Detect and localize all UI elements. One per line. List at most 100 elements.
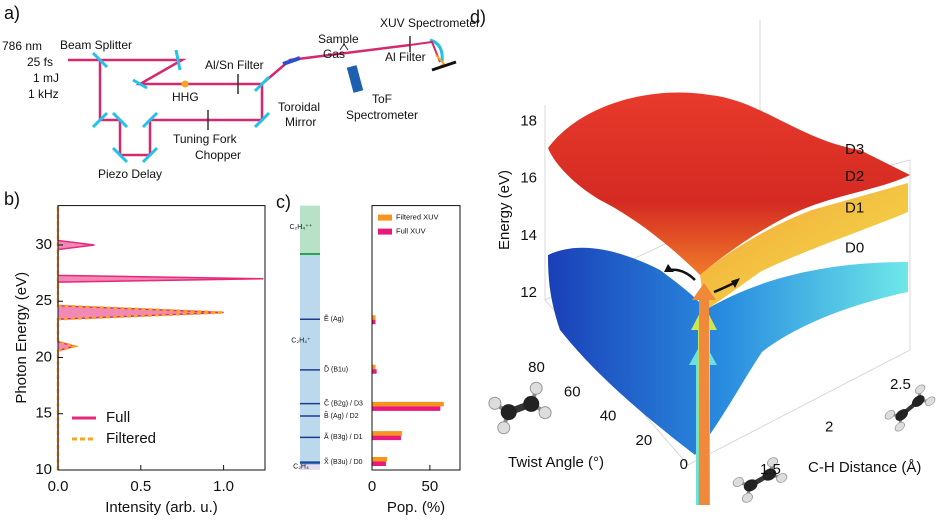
legend-label: Full XUV <box>396 227 426 236</box>
z-tick-label: 14 <box>520 227 537 244</box>
state-label: B̃ (Ag) / D2 <box>324 412 359 420</box>
setup-diagram <box>68 36 457 164</box>
state-label: D2 <box>845 168 864 185</box>
state-label: C̃ (B2g) / D3 <box>324 399 363 407</box>
decoration <box>282 56 301 66</box>
legend-label: Filtered XUV <box>396 213 439 222</box>
setup-label: Beam Splitter <box>60 38 132 52</box>
y-tick-label: 30 <box>35 236 52 253</box>
decoration <box>700 183 908 310</box>
decoration <box>548 247 908 455</box>
decoration <box>111 146 129 164</box>
setup-label: Toroidal <box>278 100 320 114</box>
setup-label: Mirror <box>285 115 316 129</box>
bar <box>372 401 444 407</box>
surface-plot <box>487 20 936 505</box>
y-tick-label: 20 <box>35 348 52 365</box>
bar <box>372 315 376 320</box>
panel-label: d) <box>470 7 486 27</box>
decoration <box>731 278 740 288</box>
y-tick-label: 10 <box>35 461 52 478</box>
decoration <box>664 264 674 272</box>
decoration <box>346 65 364 93</box>
decoration <box>68 43 411 86</box>
legend-swatch <box>378 228 392 235</box>
state-label: Ã (B3g) / D1 <box>324 432 363 441</box>
legend-label: Filtered <box>106 430 156 447</box>
state-label: Ẽ (Ag) <box>324 314 344 323</box>
setup-label: Al/Sn Filter <box>205 58 264 72</box>
plot-frame <box>371 205 461 471</box>
x-tick-label: 0 <box>368 478 376 495</box>
y-axis-label: C-H Distance (Å) <box>808 459 921 476</box>
y-tick-label: 2.5 <box>890 376 911 393</box>
state-label: X̃ (B3u) / D0 <box>324 458 363 466</box>
laser-spec: 1 kHz <box>28 87 59 101</box>
state-label: D3 <box>845 141 864 158</box>
y-tick-label: 15 <box>35 405 52 422</box>
x-tick-label: 80 <box>528 359 545 376</box>
spectrum-area <box>57 205 264 470</box>
y-tick-label: 1.5 <box>760 461 781 478</box>
y-tick-label: 2 <box>825 418 833 435</box>
legend-label: Full <box>106 409 130 426</box>
setup-label: Sample <box>318 32 359 46</box>
x-tick-label: 20 <box>636 432 653 449</box>
z-axis-label: Energy (eV) <box>496 170 513 250</box>
setup-label: ToF <box>372 92 392 106</box>
x-tick-label: 40 <box>600 408 617 425</box>
bar <box>372 431 403 436</box>
x-tick-label: 60 <box>564 383 581 400</box>
bar <box>372 319 376 325</box>
region-label: C₂H₄⁺⁺ <box>289 223 312 231</box>
x-axis-label: Pop. (%) <box>387 499 445 516</box>
setup-label: Spectrometer <box>346 108 418 122</box>
region-label: C₂H₄⁺ <box>291 336 311 344</box>
x-tick-label: 1.0 <box>213 478 234 495</box>
panel-label: b) <box>4 189 20 209</box>
state-region <box>300 253 320 464</box>
x-tick-label: 50 <box>422 478 439 495</box>
setup-label: Piezo Delay <box>98 167 162 181</box>
bar <box>372 406 441 411</box>
decoration <box>181 80 189 88</box>
decoration <box>132 78 148 90</box>
y-axis-label: Photon Energy (eV) <box>13 272 30 404</box>
bar <box>372 364 376 370</box>
x-tick-label: 0.5 <box>130 478 151 495</box>
plot-frame <box>57 205 266 471</box>
state-label: D1 <box>845 200 864 217</box>
panel-label: a) <box>4 3 20 23</box>
decoration <box>141 111 159 129</box>
setup-label: HHG <box>172 90 199 104</box>
x-axis-label: Intensity (arb. u.) <box>105 499 218 516</box>
z-tick-label: 16 <box>520 170 537 187</box>
decoration <box>141 146 159 164</box>
panel-label: c) <box>276 192 291 212</box>
setup-label: Gas <box>323 47 345 61</box>
decoration <box>174 49 182 71</box>
setup-label: Tuning Fork <box>173 132 238 146</box>
decoration <box>339 43 349 51</box>
decoration <box>548 92 910 275</box>
state-region <box>300 205 320 254</box>
x-tick-label: 0 <box>680 456 688 473</box>
decoration <box>544 105 911 466</box>
decoration <box>253 75 271 93</box>
decoration <box>429 38 444 63</box>
bar <box>372 461 386 466</box>
bar <box>372 369 377 374</box>
state-label: D0 <box>845 240 864 257</box>
decoration <box>253 111 271 129</box>
laser-spec: 786 nm <box>2 39 42 53</box>
y-tick-label: 25 <box>35 292 52 309</box>
bar <box>372 456 388 462</box>
bar <box>372 435 401 441</box>
region-label: C₂H₄ <box>293 463 309 470</box>
decoration <box>487 381 553 436</box>
decoration <box>98 60 264 157</box>
laser-spec: 1 mJ <box>33 71 59 85</box>
x-tick-label: 0.0 <box>48 478 69 495</box>
laser-spec: 25 fs <box>27 55 53 69</box>
